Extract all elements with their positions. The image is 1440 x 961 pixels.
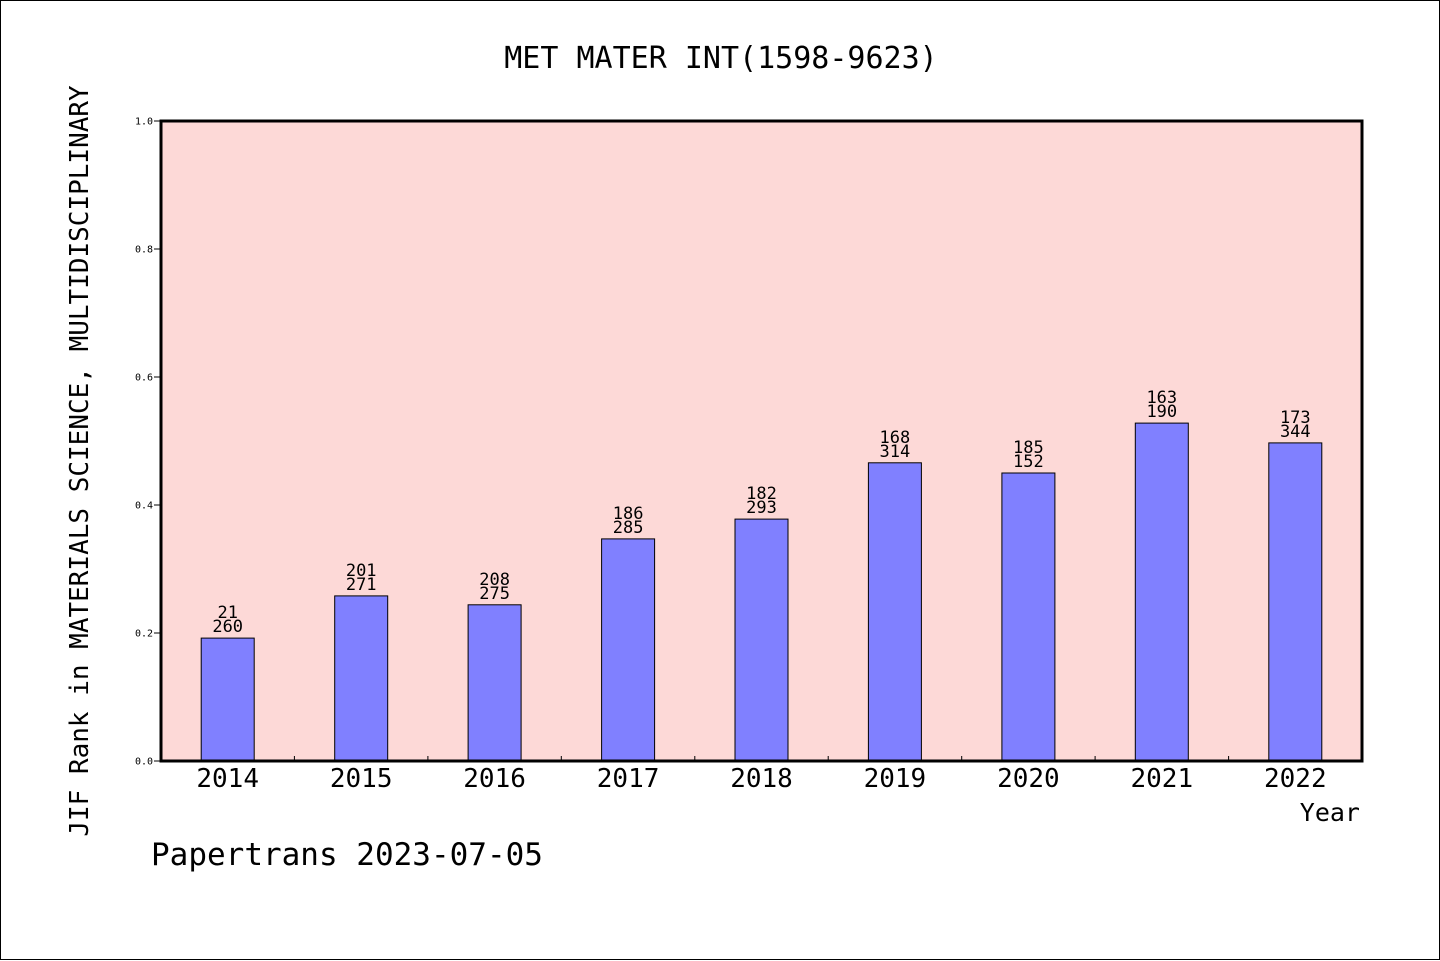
x-tick-label-2019: 2019 — [864, 764, 927, 794]
bar-rank-label-2014: 21 — [217, 603, 237, 623]
bar-rank-label-2016: 208 — [479, 570, 510, 590]
bar-rank-label-2021: 163 — [1146, 388, 1177, 408]
x-tick-label-2018: 2018 — [730, 764, 793, 794]
bar-2018 — [734, 518, 789, 762]
bar-2014 — [200, 637, 255, 762]
y-tick-label-1: 0.2 — [135, 629, 153, 640]
bar-rank-label-2020: 185 — [1013, 438, 1044, 458]
bar-rank-label-2019: 168 — [880, 428, 911, 448]
bar-2015 — [334, 595, 389, 762]
x-tick-label-2017: 2017 — [597, 764, 660, 794]
bar-2017 — [601, 538, 656, 762]
y-axis-label: JIF Rank in MATERIALS SCIENCE, MULTIDISC… — [65, 85, 95, 837]
bar-2021 — [1134, 422, 1189, 762]
bar-rank-label-2015: 201 — [346, 561, 377, 581]
y-tick-label-3: 0.6 — [135, 373, 153, 384]
bar-total-label-2014: 260 — [212, 617, 243, 637]
bar-rank-label-2022: 173 — [1280, 408, 1311, 428]
y-tick-label-0: 0.0 — [135, 757, 153, 768]
bar-total-label-2017: 285 — [613, 518, 644, 538]
y-tick-label-2: 0.4 — [135, 501, 153, 512]
bar-total-label-2020: 152 — [1013, 452, 1044, 472]
plot-border — [159, 119, 1364, 763]
bar-2016 — [467, 604, 522, 762]
bar-total-label-2016: 275 — [479, 584, 510, 604]
bar-2020 — [1001, 472, 1056, 762]
bar-total-label-2022: 344 — [1280, 422, 1311, 442]
y-tick-label-4: 0.8 — [135, 245, 153, 256]
bar-rank-label-2017: 186 — [613, 504, 644, 524]
bar-total-label-2021: 190 — [1146, 402, 1177, 422]
axis-ticks: 2014 2015 2016 2017 2018 2019 2020 2021 2022 0.0 0… — [135, 117, 1327, 795]
footer-watermark: Papertrans 2023-07-05 — [151, 837, 543, 873]
x-tick-label-2015: 2015 — [330, 764, 393, 794]
bar-total-label-2018: 293 — [746, 498, 777, 518]
bar-total-label-2019: 314 — [880, 442, 911, 462]
x-tick-label-2014: 2014 — [196, 764, 259, 794]
chart-title: MET MATER INT(1598-9623) — [504, 41, 937, 76]
bar-2019 — [867, 462, 922, 762]
x-tick-label-2021: 2021 — [1130, 764, 1193, 794]
x-tick-label-2020: 2020 — [997, 764, 1060, 794]
bar-total-label-2015: 271 — [346, 575, 377, 595]
x-tick-label-2022: 2022 — [1264, 764, 1327, 794]
x-tick-label-2016: 2016 — [463, 764, 526, 794]
bar-2022 — [1268, 442, 1323, 762]
bar-rank-label-2018: 182 — [746, 484, 777, 504]
y-tick-label-5: 1.0 — [135, 117, 153, 128]
x-axis-label: Year — [1300, 798, 1360, 827]
